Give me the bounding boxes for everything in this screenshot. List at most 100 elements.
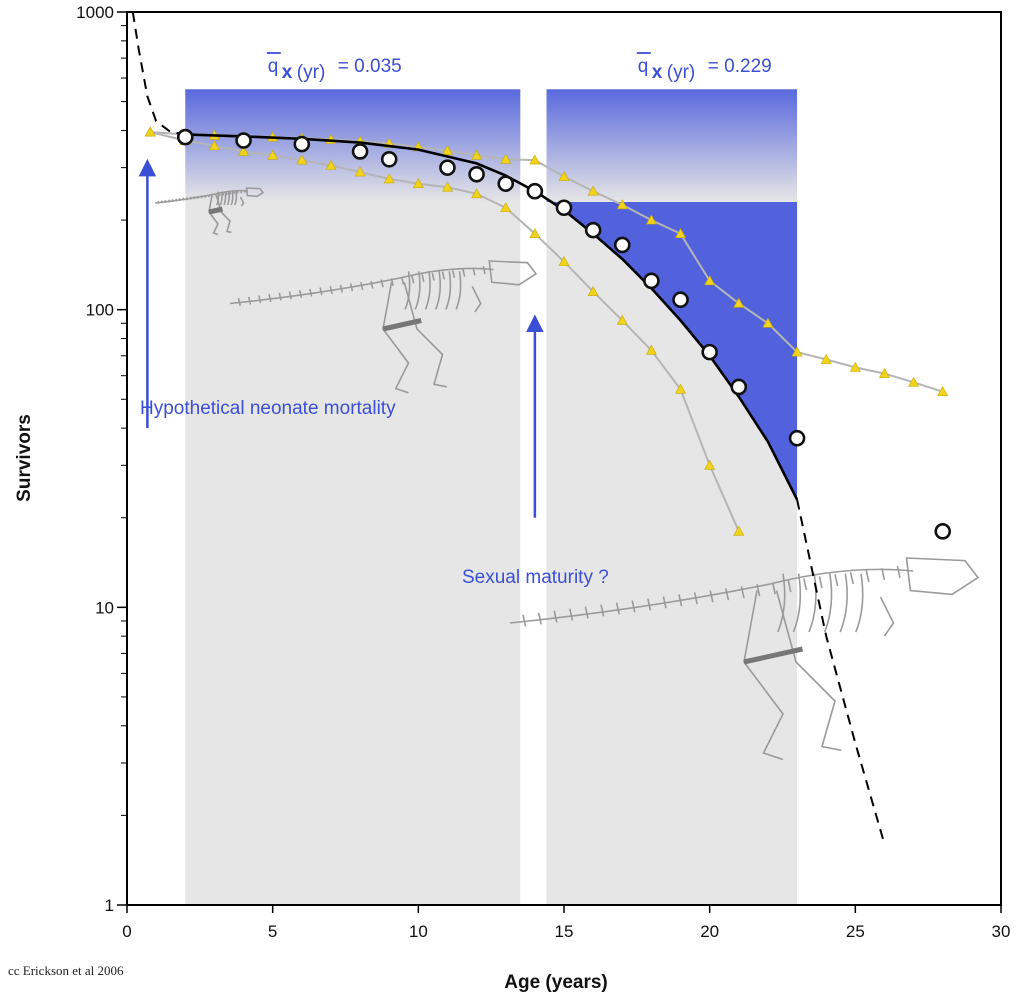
triangle-point bbox=[529, 154, 541, 165]
triangle-point bbox=[208, 140, 220, 151]
skeleton-vertebra bbox=[662, 596, 667, 609]
skeleton-vertebra bbox=[482, 266, 486, 275]
survivor-point bbox=[468, 165, 485, 183]
survivor-point bbox=[439, 159, 456, 176]
skeleton-rib bbox=[234, 191, 238, 206]
skeleton-vertebra bbox=[237, 297, 241, 306]
skeleton-vertebra bbox=[462, 268, 466, 277]
survivor-point bbox=[176, 128, 194, 146]
triangle-point bbox=[937, 386, 949, 397]
x-axis-label: Age (years) bbox=[504, 972, 608, 993]
x-tick-label: 30 bbox=[992, 922, 1011, 941]
survivor-point bbox=[701, 343, 718, 361]
skeleton-vertebra bbox=[278, 292, 282, 301]
skeleton-vertebra bbox=[647, 598, 652, 611]
qx-subscript: x bbox=[652, 62, 663, 83]
maturity-label: Sexual maturity ? bbox=[462, 567, 609, 588]
triangle-point bbox=[733, 297, 745, 308]
triangle-point bbox=[471, 149, 483, 160]
skeleton-vertebra bbox=[243, 189, 246, 193]
triangle-point bbox=[441, 145, 453, 156]
skeleton-rib bbox=[414, 271, 421, 310]
skeleton-vertebra bbox=[740, 586, 745, 599]
survivor-point bbox=[788, 429, 806, 447]
skeleton-vertebra bbox=[349, 283, 354, 292]
skeleton-vertebra bbox=[553, 610, 558, 623]
x-axis-ticks: 0 5 10 15 20 25 30 bbox=[122, 905, 1010, 941]
region-gradient-2 bbox=[546, 89, 798, 202]
skeleton-vertebra bbox=[225, 192, 228, 196]
skeleton-vertebra bbox=[896, 565, 901, 579]
skeleton-vertebra bbox=[421, 274, 425, 283]
skeleton-rib bbox=[404, 271, 411, 310]
skeleton-vertebra bbox=[380, 279, 384, 288]
skeleton-vertebra bbox=[584, 606, 589, 619]
skeleton-rib bbox=[792, 573, 802, 633]
qx-value: = 0.229 bbox=[708, 56, 772, 77]
skeleton-vertebra bbox=[164, 200, 167, 204]
skeleton-rib bbox=[230, 191, 234, 206]
skeleton-vertebra bbox=[569, 608, 574, 621]
triangle-point bbox=[587, 185, 599, 196]
x-tick-label: 5 bbox=[268, 922, 277, 941]
skeleton-spine bbox=[229, 267, 494, 305]
skeleton-rib bbox=[223, 191, 227, 206]
skeleton-vertebra bbox=[171, 199, 174, 203]
triangle-point bbox=[675, 228, 687, 238]
shaded-regions bbox=[185, 89, 798, 905]
triangle-point bbox=[441, 181, 453, 192]
y-axis-label: Survivors bbox=[14, 414, 35, 502]
triangle-point bbox=[733, 525, 745, 536]
skeleton-rib bbox=[777, 573, 786, 633]
triangle-point bbox=[238, 145, 250, 156]
skeleton-rib bbox=[808, 573, 817, 633]
skeleton-vertebra bbox=[787, 580, 792, 593]
qx-subscript: x bbox=[282, 62, 293, 83]
triangle-point bbox=[908, 376, 920, 387]
skeleton-vertebra bbox=[522, 614, 527, 627]
survivor-point bbox=[584, 221, 602, 239]
triangle-point bbox=[791, 346, 803, 357]
x-tick-label: 20 bbox=[700, 922, 719, 941]
skeleton-illustrations bbox=[154, 187, 980, 761]
skeleton-skull bbox=[905, 557, 980, 596]
annotation-qx-low: q x (yr) = 0.035 bbox=[266, 52, 402, 83]
skeleton-spine bbox=[509, 568, 914, 624]
skeleton-vertebra bbox=[258, 295, 262, 304]
survivor-point bbox=[934, 523, 952, 540]
skeleton-pubis bbox=[743, 646, 804, 665]
triangle-point bbox=[645, 344, 657, 355]
dashed-extrapolation-early bbox=[131, 12, 186, 136]
skeleton-arm bbox=[239, 196, 245, 207]
skeleton-vertebra bbox=[600, 604, 605, 617]
skeleton-leg bbox=[382, 282, 410, 394]
skeleton-vertebra bbox=[771, 582, 776, 595]
skeleton-leg bbox=[215, 195, 232, 234]
survivor-point bbox=[730, 378, 748, 396]
skeleton-pubis bbox=[208, 206, 224, 215]
skeleton-vertebra bbox=[204, 194, 207, 198]
skeleton-large bbox=[509, 557, 980, 761]
skeleton-vertebra bbox=[756, 584, 761, 597]
skeleton-vertebra bbox=[232, 191, 235, 195]
skeleton-rib bbox=[226, 191, 230, 206]
survivor-point bbox=[497, 175, 515, 192]
triangle-point bbox=[616, 199, 628, 210]
skeleton-vertebra bbox=[865, 570, 870, 583]
triangle-point bbox=[704, 275, 716, 286]
survivor-point bbox=[613, 236, 631, 254]
triangle-point bbox=[383, 173, 395, 184]
triangle-point bbox=[412, 178, 424, 188]
skeleton-skull bbox=[488, 260, 538, 286]
skeleton-vertebra bbox=[678, 594, 683, 607]
triangle-point bbox=[471, 188, 483, 199]
skeleton-vertebra bbox=[693, 592, 698, 605]
y-tick-label: 1000 bbox=[76, 3, 114, 22]
skeleton-vertebra bbox=[319, 287, 323, 296]
skeleton-vertebra bbox=[229, 191, 232, 195]
skeleton-rib bbox=[219, 191, 223, 206]
x-tick-label: 10 bbox=[409, 922, 428, 941]
skeleton-vertebra bbox=[881, 567, 886, 581]
y-tick-label: 10 bbox=[95, 598, 114, 617]
